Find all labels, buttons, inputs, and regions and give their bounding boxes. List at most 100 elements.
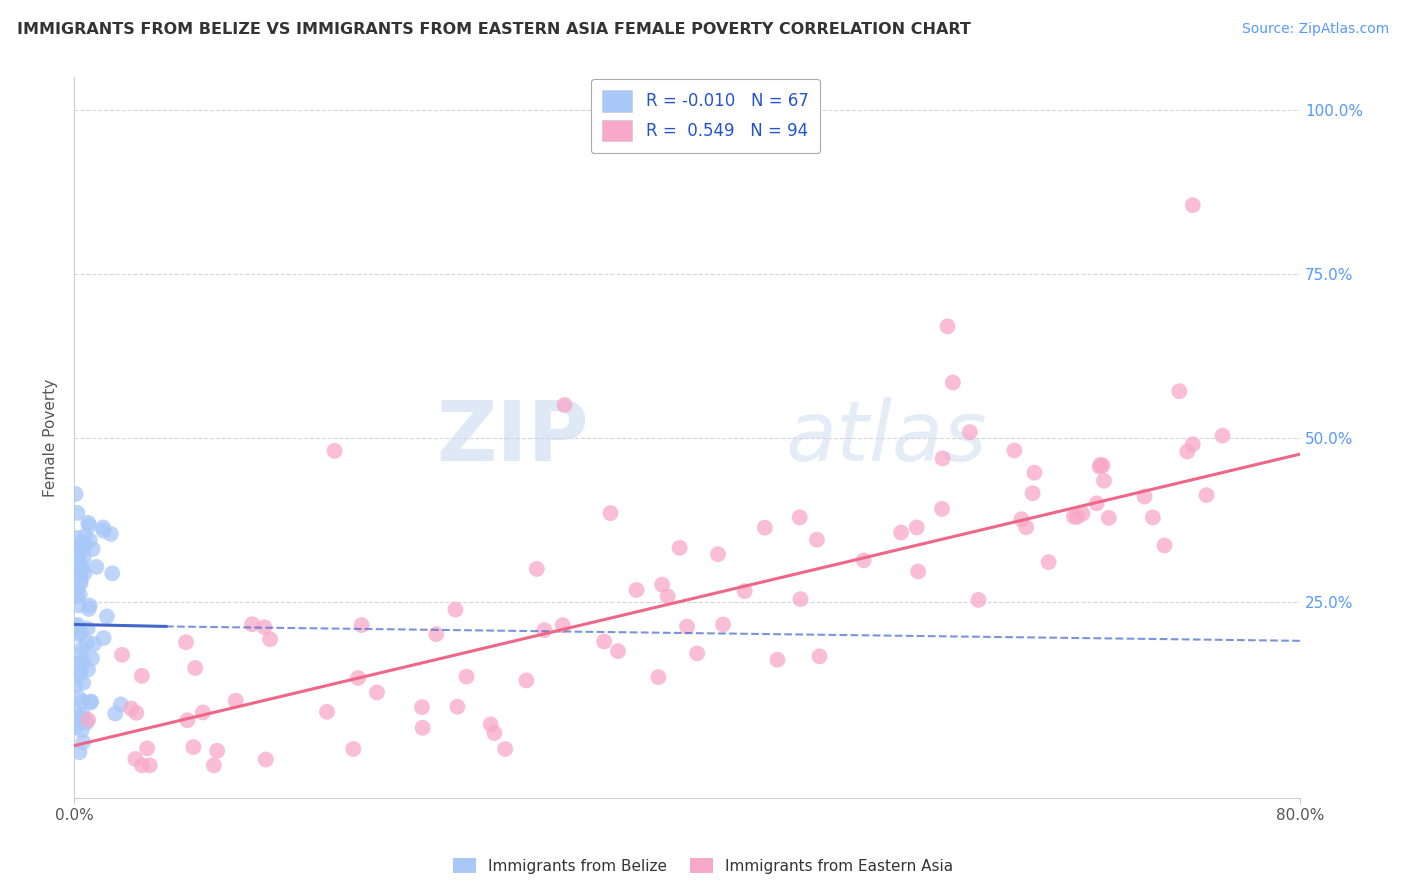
Point <box>73 550 96 565</box>
Point <box>240 617 263 632</box>
Point <box>66 551 89 566</box>
Point <box>1195 488 1218 502</box>
Point <box>259 632 281 647</box>
Point <box>65 678 87 692</box>
Point <box>75 529 97 543</box>
Point <box>1091 458 1114 473</box>
Point <box>79 533 101 547</box>
Point <box>1085 496 1108 510</box>
Point <box>931 451 953 466</box>
Point <box>225 693 247 707</box>
Point <box>254 752 277 766</box>
Point <box>907 565 929 579</box>
Point <box>124 752 146 766</box>
Point <box>136 741 159 756</box>
Point <box>65 619 87 633</box>
Point <box>93 631 115 645</box>
Point <box>69 656 91 670</box>
Point <box>852 553 875 567</box>
Point <box>131 669 153 683</box>
Point <box>77 602 100 616</box>
Point <box>79 599 101 613</box>
Point <box>936 319 959 334</box>
Point <box>72 707 94 722</box>
Point <box>599 506 621 520</box>
Point <box>766 653 789 667</box>
Point <box>104 706 127 721</box>
Point <box>70 723 93 738</box>
Point <box>191 706 214 720</box>
Point <box>65 531 87 545</box>
Point <box>942 376 965 390</box>
Point <box>651 577 673 591</box>
Point <box>131 758 153 772</box>
Point <box>553 398 575 412</box>
Point <box>1211 428 1233 442</box>
Point <box>75 715 97 730</box>
Point <box>77 663 100 677</box>
Point <box>533 623 555 637</box>
Point <box>657 590 679 604</box>
Point <box>1063 509 1085 524</box>
Point <box>494 742 516 756</box>
Point <box>668 541 690 555</box>
Text: Source: ZipAtlas.com: Source: ZipAtlas.com <box>1241 22 1389 37</box>
Point <box>350 618 373 632</box>
Point <box>1071 507 1094 521</box>
Point <box>73 566 96 581</box>
Point <box>72 654 94 668</box>
Point <box>1024 466 1046 480</box>
Point <box>91 520 114 534</box>
Point <box>76 622 98 636</box>
Point <box>551 618 574 632</box>
Point <box>77 516 100 530</box>
Point <box>931 501 953 516</box>
Y-axis label: Female Poverty: Female Poverty <box>44 378 58 497</box>
Point <box>70 566 93 580</box>
Point <box>342 742 364 756</box>
Point <box>711 617 734 632</box>
Point <box>444 602 467 616</box>
Point <box>1181 198 1204 212</box>
Point <box>67 599 90 613</box>
Point <box>77 518 100 533</box>
Point <box>65 555 87 569</box>
Point <box>347 671 370 685</box>
Point <box>205 744 228 758</box>
Point <box>183 740 205 755</box>
Point <box>70 535 93 549</box>
Point <box>808 649 831 664</box>
Point <box>1038 555 1060 569</box>
Point <box>1175 444 1198 458</box>
Point <box>905 520 928 534</box>
Point <box>176 713 198 727</box>
Point <box>70 563 93 577</box>
Point <box>789 510 811 524</box>
Point <box>626 582 648 597</box>
Point <box>65 541 87 556</box>
Point <box>80 694 103 708</box>
Point <box>67 690 90 705</box>
Point <box>110 698 132 712</box>
Text: atlas: atlas <box>785 397 987 478</box>
Point <box>69 664 91 678</box>
Point <box>69 648 91 662</box>
Point <box>526 562 548 576</box>
Point <box>120 701 142 715</box>
Point <box>72 675 94 690</box>
Point <box>93 524 115 538</box>
Point <box>69 574 91 588</box>
Text: ZIP: ZIP <box>436 397 589 478</box>
Point <box>253 620 276 634</box>
Point <box>72 735 94 749</box>
Point <box>70 626 93 640</box>
Point <box>686 646 709 660</box>
Point <box>366 685 388 699</box>
Point <box>456 670 478 684</box>
Point <box>707 547 730 561</box>
Point <box>174 635 197 649</box>
Point <box>70 558 93 572</box>
Point <box>65 712 87 726</box>
Point <box>101 566 124 581</box>
Point <box>65 705 87 719</box>
